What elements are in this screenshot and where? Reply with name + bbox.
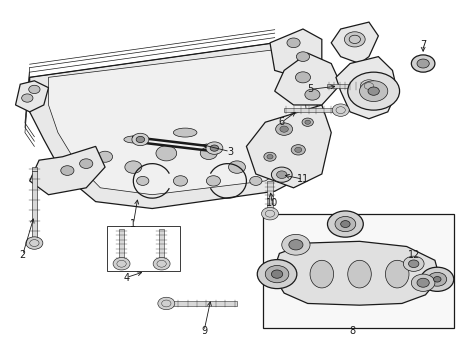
- Circle shape: [428, 272, 447, 286]
- Polygon shape: [30, 147, 105, 195]
- Text: 10: 10: [266, 198, 278, 208]
- Text: 5: 5: [307, 85, 313, 94]
- Circle shape: [267, 155, 273, 159]
- Circle shape: [277, 171, 287, 179]
- Circle shape: [287, 38, 300, 48]
- Circle shape: [22, 94, 33, 102]
- Circle shape: [282, 235, 310, 255]
- Circle shape: [411, 274, 435, 291]
- Circle shape: [257, 260, 297, 288]
- Bar: [263, 214, 454, 327]
- Circle shape: [26, 237, 43, 249]
- Polygon shape: [270, 29, 322, 77]
- Text: 1: 1: [130, 219, 137, 229]
- Circle shape: [348, 72, 400, 110]
- Ellipse shape: [348, 260, 371, 288]
- Circle shape: [80, 159, 93, 168]
- Ellipse shape: [124, 136, 143, 143]
- Circle shape: [29, 85, 40, 94]
- Circle shape: [417, 278, 429, 287]
- Bar: [118, 229, 124, 264]
- Ellipse shape: [385, 260, 409, 288]
- Polygon shape: [16, 81, 48, 112]
- Circle shape: [264, 152, 276, 161]
- Circle shape: [137, 176, 149, 185]
- Circle shape: [276, 123, 292, 135]
- Circle shape: [341, 221, 350, 228]
- Circle shape: [291, 145, 305, 155]
- Bar: [267, 181, 273, 214]
- Circle shape: [113, 258, 130, 270]
- Circle shape: [61, 166, 74, 175]
- Circle shape: [206, 142, 223, 154]
- Circle shape: [125, 161, 142, 173]
- Circle shape: [368, 87, 379, 95]
- Text: 12: 12: [408, 250, 420, 260]
- Text: 4: 4: [123, 272, 129, 283]
- Text: 8: 8: [349, 326, 356, 336]
- Bar: [284, 108, 341, 112]
- Circle shape: [302, 118, 313, 126]
- Circle shape: [272, 167, 292, 182]
- Circle shape: [265, 266, 289, 283]
- Circle shape: [360, 80, 377, 92]
- Circle shape: [250, 176, 262, 185]
- Text: 9: 9: [201, 326, 207, 336]
- Circle shape: [328, 211, 363, 237]
- Circle shape: [434, 277, 441, 282]
- Circle shape: [262, 207, 278, 220]
- Text: 2: 2: [19, 250, 26, 260]
- Text: 11: 11: [297, 174, 309, 184]
- Circle shape: [132, 133, 149, 146]
- Circle shape: [411, 55, 435, 72]
- Circle shape: [280, 126, 288, 132]
- Circle shape: [136, 136, 145, 143]
- Text: 6: 6: [279, 117, 285, 127]
- Circle shape: [332, 104, 349, 116]
- Circle shape: [153, 258, 170, 270]
- Circle shape: [173, 176, 188, 186]
- Ellipse shape: [173, 128, 197, 137]
- Circle shape: [335, 216, 356, 232]
- Circle shape: [98, 151, 113, 162]
- Text: 3: 3: [227, 147, 233, 157]
- Circle shape: [417, 59, 429, 68]
- Circle shape: [206, 176, 220, 186]
- Circle shape: [409, 260, 419, 268]
- Bar: [166, 301, 237, 306]
- Polygon shape: [336, 57, 397, 119]
- Bar: [327, 84, 369, 88]
- Circle shape: [305, 89, 320, 100]
- Circle shape: [296, 52, 310, 62]
- Circle shape: [158, 297, 175, 310]
- Circle shape: [345, 32, 365, 47]
- Circle shape: [277, 152, 291, 161]
- Bar: [108, 226, 181, 271]
- Circle shape: [228, 161, 246, 173]
- Circle shape: [210, 145, 219, 151]
- Circle shape: [156, 146, 177, 161]
- Polygon shape: [30, 43, 322, 208]
- Polygon shape: [273, 241, 439, 305]
- Ellipse shape: [310, 260, 334, 288]
- Circle shape: [421, 267, 454, 291]
- Polygon shape: [246, 105, 331, 188]
- Polygon shape: [275, 53, 341, 105]
- Polygon shape: [331, 22, 378, 64]
- Circle shape: [359, 81, 388, 102]
- Circle shape: [295, 72, 310, 83]
- Bar: [32, 167, 37, 243]
- Circle shape: [403, 256, 424, 271]
- Circle shape: [200, 147, 217, 159]
- Bar: [159, 229, 164, 264]
- Circle shape: [272, 270, 283, 278]
- Circle shape: [305, 120, 310, 124]
- Circle shape: [289, 239, 303, 250]
- Text: 7: 7: [420, 40, 426, 49]
- Polygon shape: [48, 50, 308, 195]
- Circle shape: [295, 147, 302, 152]
